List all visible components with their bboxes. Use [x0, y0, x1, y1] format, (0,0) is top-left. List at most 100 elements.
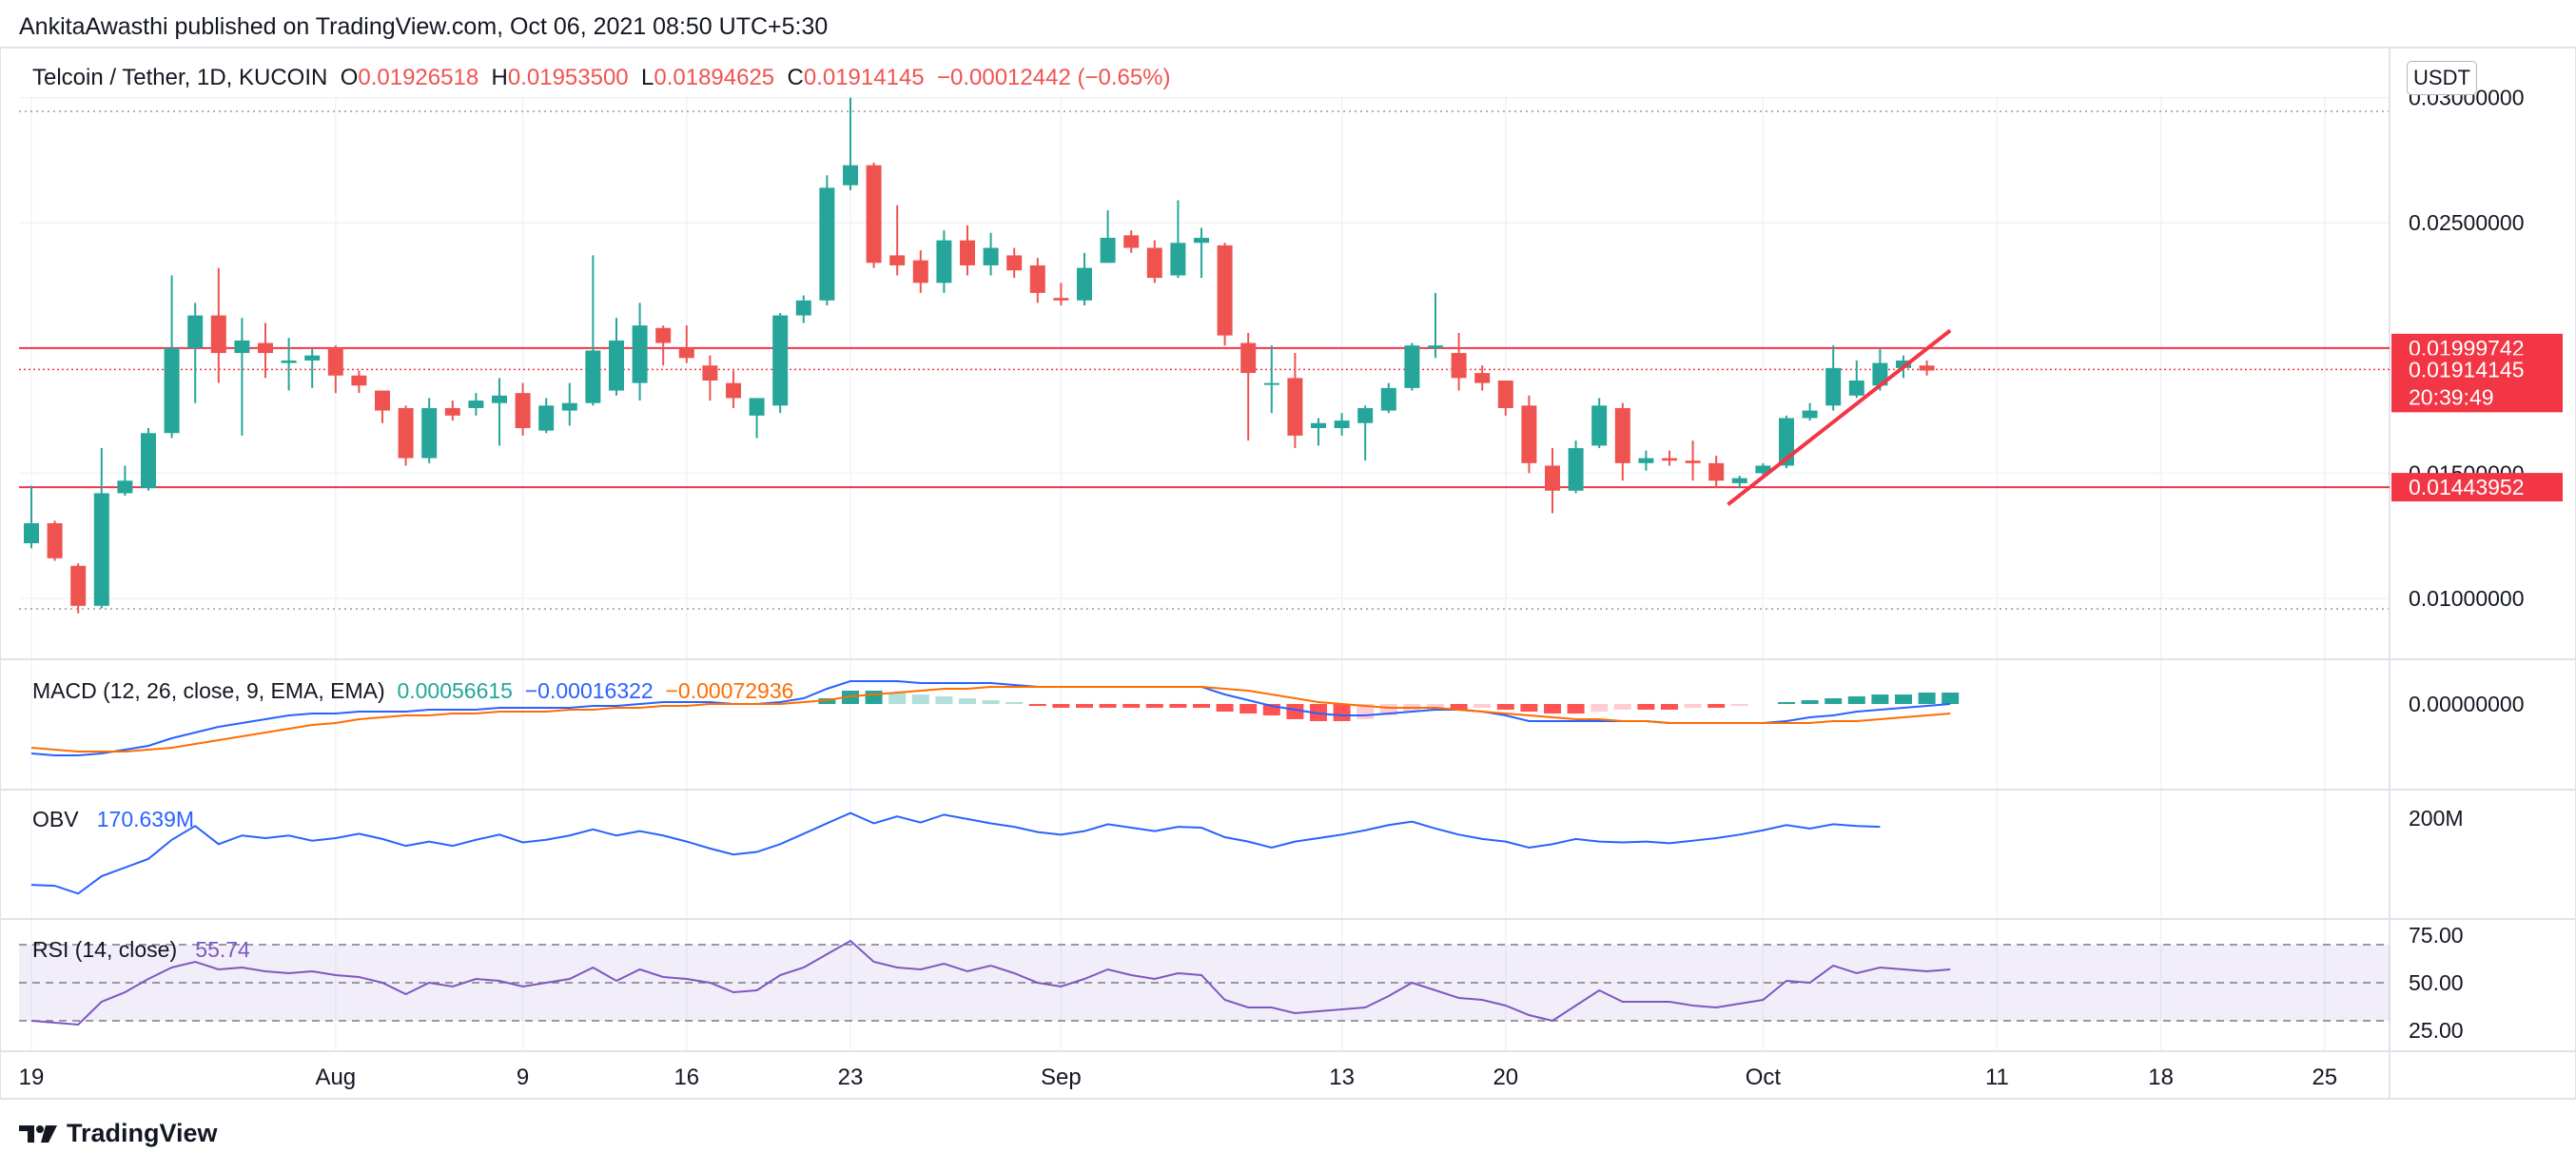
- macd-histogram-bar: [1169, 704, 1187, 708]
- macd-histogram-bar: [1895, 694, 1912, 704]
- candle-body: [468, 401, 484, 408]
- candle-body: [398, 407, 414, 459]
- macd-histogram-bar: [1099, 704, 1117, 708]
- candle-body: [889, 255, 906, 265]
- candle-body: [655, 327, 672, 343]
- rsi-axis-label: 25.00: [2409, 1018, 2464, 1043]
- candle-body: [444, 407, 460, 416]
- price-label-text: 0.01443952: [2409, 475, 2525, 499]
- macd-histogram-bar: [1825, 698, 1843, 704]
- candle-body: [1029, 264, 1045, 293]
- candle-body: [1521, 405, 1537, 463]
- price-label-box: [2391, 355, 2563, 413]
- macd-legend[interactable]: MACD (12, 26, close, 9, EMA, EMA) 0.0005…: [32, 678, 793, 704]
- candle-body: [351, 375, 367, 386]
- candle-body: [795, 300, 811, 316]
- candle-body: [1685, 460, 1701, 463]
- candle-body: [210, 315, 226, 354]
- price-change: −0.00012442 (−0.65%): [936, 65, 1171, 90]
- macd-histogram-bar: [1801, 700, 1819, 704]
- candle-body: [492, 395, 507, 403]
- candle-body: [1451, 353, 1467, 379]
- candle-body: [678, 347, 694, 359]
- ohlc-high-label: H: [491, 65, 508, 90]
- currency-button[interactable]: USDT: [2407, 61, 2477, 95]
- candle-body: [632, 325, 648, 383]
- macd-histogram-bar: [1496, 704, 1514, 710]
- rsi-legend[interactable]: RSI (14, close) 55.74: [32, 937, 250, 963]
- rsi-axis-label: 50.00: [2409, 970, 2464, 995]
- candle-body: [1263, 382, 1279, 385]
- signal-line: [30, 686, 1951, 753]
- candle-body: [726, 382, 741, 399]
- candle-body: [561, 402, 577, 411]
- macd-histogram-bar: [1567, 704, 1585, 714]
- candle-body: [819, 187, 835, 301]
- time-tick-label: 19: [19, 1065, 45, 1090]
- macd-histogram-bar: [1239, 704, 1258, 714]
- macd-histogram-bar: [1333, 704, 1351, 721]
- time-tick-label: 9: [517, 1065, 529, 1090]
- candle-body: [1077, 267, 1092, 301]
- ohlc-open-label: O: [340, 65, 359, 90]
- candle-body: [304, 355, 321, 361]
- rsi-line: [30, 939, 1951, 1026]
- macd-histogram-bar: [1730, 704, 1748, 706]
- macd-histogram-bar: [1942, 693, 1960, 704]
- candle-body: [47, 523, 63, 558]
- candle-body: [912, 260, 928, 283]
- symbol-title[interactable]: Telcoin / Tether, 1D, KUCOIN: [32, 65, 328, 90]
- tradingview-brand[interactable]: TradingView: [19, 1119, 218, 1148]
- macd-histogram-bar: [1145, 704, 1163, 708]
- obv-label: OBV: [32, 807, 79, 831]
- candle-body: [1825, 367, 1842, 406]
- time-tick-label: 18: [2148, 1065, 2174, 1090]
- candle-body: [960, 240, 975, 265]
- macd-label: MACD (12, 26, close, 9, EMA, EMA): [32, 678, 385, 703]
- candle-body: [515, 393, 531, 428]
- time-tick-label: Aug: [315, 1065, 356, 1090]
- candle-body: [141, 433, 156, 489]
- candle-body: [1123, 235, 1140, 248]
- macd-histogram-bar: [888, 693, 907, 704]
- obv-axis-label: 200M: [2409, 806, 2464, 831]
- macd-histogram-bar: [1871, 694, 1889, 704]
- candle-body: [538, 405, 555, 431]
- candle-body: [1170, 243, 1186, 276]
- candle-body: [24, 523, 39, 544]
- macd-histogram-bar: [1076, 704, 1093, 708]
- ohlc-close-value: 0.01914145: [803, 65, 925, 90]
- candle-body: [1919, 365, 1935, 371]
- candle-body: [421, 407, 438, 459]
- macd-histogram-bar: [1286, 704, 1304, 719]
- candle-body: [1217, 244, 1233, 336]
- ohlc-low-value: 0.01894625: [654, 65, 775, 90]
- macd-histogram-bar: [1122, 704, 1141, 708]
- candle-body: [1311, 422, 1326, 428]
- time-tick-label: 23: [838, 1065, 864, 1090]
- macd-histogram-bar: [1918, 693, 1936, 704]
- candle-body: [234, 340, 250, 354]
- candle-body: [187, 315, 204, 348]
- candle-body: [1638, 458, 1654, 463]
- candle-body: [1100, 238, 1116, 264]
- macd-histogram-bar: [1684, 704, 1702, 708]
- macd-histogram-bar: [1216, 704, 1234, 712]
- tradingview-logo-icon: [19, 1124, 57, 1143]
- macd-histogram-bar: [865, 691, 883, 704]
- candle-body: [1872, 362, 1888, 386]
- candle-body: [936, 240, 952, 283]
- candle-body: [609, 340, 624, 391]
- obv-legend[interactable]: OBV 170.639M: [32, 807, 194, 832]
- candle-body: [749, 398, 765, 416]
- macd-histogram-bar: [1520, 704, 1538, 712]
- candle-body: [1194, 238, 1209, 244]
- time-tick-label: 13: [1329, 1065, 1355, 1090]
- rsi-value: 55.74: [195, 937, 250, 962]
- candle-body: [843, 165, 858, 186]
- candle-body: [1334, 420, 1350, 428]
- time-tick-label: Oct: [1746, 1065, 1782, 1090]
- candle-body: [585, 350, 601, 403]
